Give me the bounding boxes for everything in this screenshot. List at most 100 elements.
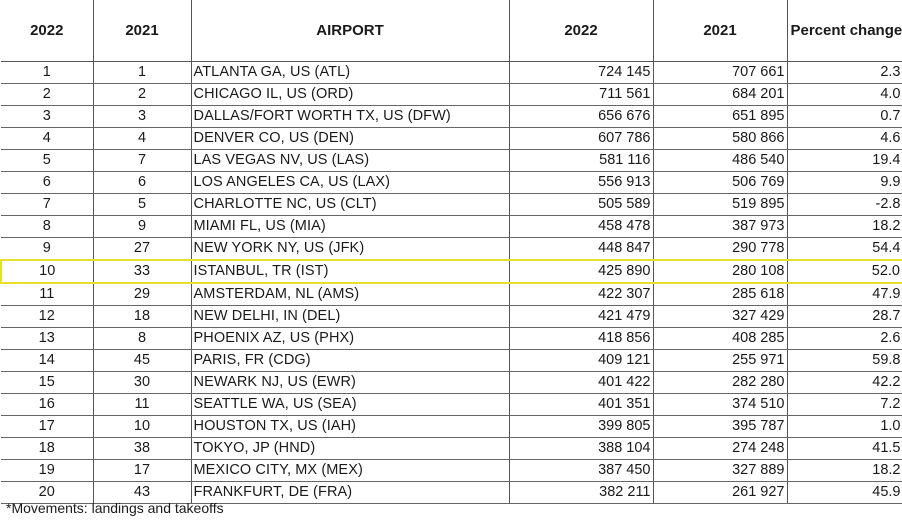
table-row: 12 18 NEW DELHI, IN (DEL) 421 479 327 429 28.… <box>1 305 902 328</box>
cell-movements-2021: 580 866 <box>653 127 788 150</box>
cell-rank-2021: 33 <box>93 259 192 284</box>
cell-movements-2021: 261 927 <box>653 481 788 504</box>
cell-rank-2022: 19 <box>1 459 94 482</box>
cell-percent-change: 52.0 <box>787 259 902 284</box>
header-airport: AIRPORT <box>191 0 510 62</box>
table-header-row: 2022 2021 AIRPORT 2022 2021 Percent chan… <box>1 0 902 62</box>
cell-movements-2021: 374 510 <box>653 393 788 416</box>
cell-rank-2021: 45 <box>93 349 192 372</box>
cell-airport: HOUSTON TX, US (IAH) <box>191 415 510 438</box>
cell-airport: SEATTLE WA, US (SEA) <box>191 393 510 416</box>
cell-movements-2021: 506 769 <box>653 171 788 194</box>
header-movements-2021: 2021 <box>653 0 788 62</box>
cell-airport: FRANKFURT, DE (FRA) <box>191 481 510 504</box>
cell-rank-2022: 11 <box>1 283 94 306</box>
cell-airport: MEXICO CITY, MX (MEX) <box>191 459 510 482</box>
cell-percent-change: -2.8 <box>787 193 902 216</box>
cell-rank-2022: 13 <box>1 327 94 350</box>
cell-movements-2022: 387 450 <box>509 459 654 482</box>
cell-rank-2021: 11 <box>93 393 192 416</box>
table-row: 8 9 MIAMI FL, US (MIA) 458 478 387 973 18.2 <box>1 215 902 238</box>
cell-percent-change: 18.2 <box>787 215 902 238</box>
cell-percent-change: 28.7 <box>787 305 902 328</box>
table-row: 4 4 DENVER CO, US (DEN) 607 786 580 866 4.6 <box>1 127 902 150</box>
cell-rank-2022: 8 <box>1 215 94 238</box>
table-row: 11 29 AMSTERDAM, NL (AMS) 422 307 285 618 47.… <box>1 283 902 306</box>
cell-movements-2021: 408 285 <box>653 327 788 350</box>
cell-airport: PARIS, FR (CDG) <box>191 349 510 372</box>
cell-rank-2021: 2 <box>93 83 192 106</box>
table-row: 14 45 PARIS, FR (CDG) 409 121 255 971 59.8 <box>1 349 902 372</box>
cell-airport: LOS ANGELES CA, US (LAX) <box>191 171 510 194</box>
table-row: 5 7 LAS VEGAS NV, US (LAS) 581 116 486 540 19… <box>1 149 902 172</box>
cell-rank-2022: 20 <box>1 481 94 504</box>
cell-rank-2022: 18 <box>1 437 94 460</box>
cell-movements-2022: 711 561 <box>509 83 654 106</box>
airport-ranking-table-container: 2022 2021 AIRPORT 2022 2021 Percent chan… <box>0 0 902 504</box>
cell-movements-2021: 274 248 <box>653 437 788 460</box>
cell-movements-2022: 448 847 <box>509 237 654 261</box>
cell-airport: NEWARK NJ, US (EWR) <box>191 371 510 394</box>
cell-rank-2022: 7 <box>1 193 94 216</box>
cell-airport: CHICAGO IL, US (ORD) <box>191 83 510 106</box>
cell-movements-2022: 399 805 <box>509 415 654 438</box>
cell-rank-2021: 3 <box>93 105 192 128</box>
cell-percent-change: 0.7 <box>787 105 902 128</box>
airport-ranking-table: 2022 2021 AIRPORT 2022 2021 Percent chan… <box>0 0 902 504</box>
cell-rank-2021: 8 <box>93 327 192 350</box>
table-body: 1 1 ATLANTA GA, US (ATL) 724 145 707 661 2.3 2… <box>0 61 902 504</box>
cell-airport: CHARLOTTE NC, US (CLT) <box>191 193 510 216</box>
cell-rank-2021: 4 <box>93 127 192 150</box>
table-row: 18 38 TOKYO, JP (HND) 388 104 274 248 41.5 <box>1 437 902 460</box>
table-row: 1 1 ATLANTA GA, US (ATL) 724 145 707 661 2.3 <box>1 61 902 84</box>
cell-movements-2021: 519 895 <box>653 193 788 216</box>
cell-movements-2021: 327 889 <box>653 459 788 482</box>
cell-percent-change: 41.5 <box>787 437 902 460</box>
cell-rank-2021: 7 <box>93 149 192 172</box>
table-row: 16 11 SEATTLE WA, US (SEA) 401 351 374 510 7.… <box>1 393 902 416</box>
table-row: 3 3 DALLAS/FORT WORTH TX, US (DFW) 656 676 6… <box>1 105 902 128</box>
cell-rank-2022: 3 <box>1 105 94 128</box>
cell-rank-2022: 10 <box>0 259 94 284</box>
cell-percent-change: 4.0 <box>787 83 902 106</box>
cell-rank-2021: 43 <box>93 481 192 504</box>
cell-percent-change: 47.9 <box>787 283 902 306</box>
cell-movements-2021: 486 540 <box>653 149 788 172</box>
cell-percent-change: 2.3 <box>787 61 902 84</box>
cell-movements-2021: 327 429 <box>653 305 788 328</box>
cell-airport: ATLANTA GA, US (ATL) <box>191 61 510 84</box>
cell-rank-2022: 6 <box>1 171 94 194</box>
cell-movements-2022: 388 104 <box>509 437 654 460</box>
cell-rank-2022: 14 <box>1 349 94 372</box>
cell-airport: PHOENIX AZ, US (PHX) <box>191 327 510 350</box>
cell-rank-2022: 16 <box>1 393 94 416</box>
cell-percent-change: 54.4 <box>787 237 902 261</box>
cell-movements-2022: 409 121 <box>509 349 654 372</box>
cell-movements-2022: 607 786 <box>509 127 654 150</box>
cell-airport: LAS VEGAS NV, US (LAS) <box>191 149 510 172</box>
cell-rank-2022: 2 <box>1 83 94 106</box>
table-row: 9 27 NEW YORK NY, US (JFK) 448 847 290 778 54… <box>1 237 902 261</box>
cell-movements-2022: 401 351 <box>509 393 654 416</box>
cell-airport: TOKYO, JP (HND) <box>191 437 510 460</box>
cell-airport: ISTANBUL, TR (IST) <box>191 259 510 284</box>
cell-movements-2021: 395 787 <box>653 415 788 438</box>
table-row: 6 6 LOS ANGELES CA, US (LAX) 556 913 506 769… <box>1 171 902 194</box>
cell-rank-2021: 10 <box>93 415 192 438</box>
cell-rank-2022: 5 <box>1 149 94 172</box>
cell-rank-2021: 6 <box>93 171 192 194</box>
cell-percent-change: 18.2 <box>787 459 902 482</box>
cell-movements-2021: 387 973 <box>653 215 788 238</box>
cell-rank-2022: 4 <box>1 127 94 150</box>
cell-rank-2022: 15 <box>1 371 94 394</box>
cell-movements-2022: 382 211 <box>509 481 654 504</box>
cell-movements-2022: 425 890 <box>509 259 654 284</box>
cell-percent-change: 19.4 <box>787 149 902 172</box>
cell-percent-change: 7.2 <box>787 393 902 416</box>
cell-rank-2021: 38 <box>93 437 192 460</box>
cell-rank-2021: 1 <box>93 61 192 84</box>
cell-movements-2021: 255 971 <box>653 349 788 372</box>
cell-movements-2022: 505 589 <box>509 193 654 216</box>
cell-airport: DENVER CO, US (DEN) <box>191 127 510 150</box>
table-row: 19 17 MEXICO CITY, MX (MEX) 387 450 327 889 1… <box>1 459 902 482</box>
